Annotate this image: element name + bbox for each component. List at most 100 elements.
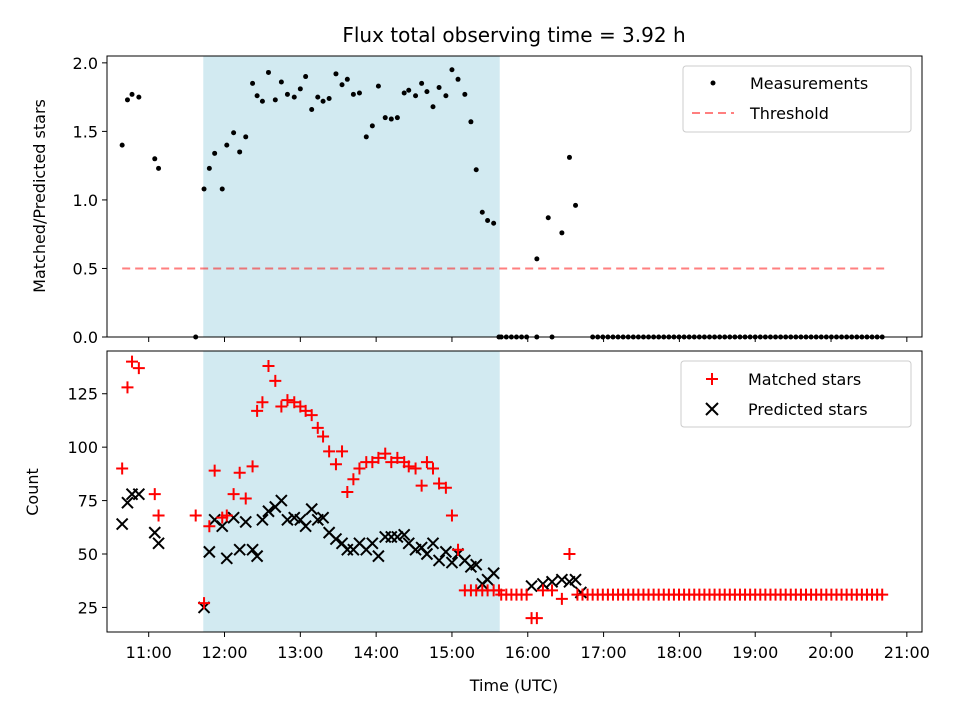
x-tick-label: 21:00 — [884, 643, 930, 662]
measurement-point — [388, 116, 394, 122]
measurement-point — [401, 90, 407, 96]
matched-star-point — [439, 481, 452, 494]
measurement-point — [573, 202, 579, 208]
matched-star-point — [281, 394, 294, 407]
legend-measurements-label: Measurements — [750, 74, 868, 93]
matched-star-point — [445, 509, 458, 522]
predicted-star-point — [148, 526, 161, 539]
matched-star-point — [385, 456, 398, 469]
measurement-point — [259, 98, 265, 104]
measurement-point — [219, 186, 225, 192]
measurement-point — [231, 130, 237, 136]
matched-star-point — [530, 612, 543, 625]
y-tick-label: 125 — [67, 385, 98, 404]
matched-star-point — [546, 584, 559, 597]
measurement-point — [559, 230, 565, 236]
x-tick-label: 16:00 — [505, 643, 551, 662]
predicted-star-point — [132, 487, 146, 501]
measurement-point — [119, 142, 125, 148]
predicted-star-point — [329, 532, 343, 546]
measurement-point — [315, 94, 321, 100]
bottom-plot-frame — [106, 350, 923, 633]
matched-star-point — [409, 462, 422, 475]
predicted-star-point — [426, 537, 440, 550]
top-shaded-span — [203, 56, 500, 337]
bottom-legend: Matched stars Predicted stars — [680, 360, 912, 428]
legend-measurements-marker — [710, 80, 716, 86]
y-tick-label: 2.0 — [73, 54, 98, 73]
matched-star-point — [189, 509, 202, 522]
measurement-point — [394, 115, 400, 121]
measurement-point — [468, 119, 474, 125]
legend-predicted-label: Predicted stars — [748, 400, 868, 419]
matched-star-point — [317, 430, 330, 443]
matched-star-point — [323, 445, 336, 458]
matched-star-point — [347, 473, 360, 486]
matched-star-point — [379, 447, 392, 460]
predicted-star-point — [246, 543, 259, 556]
matched-star-point — [269, 374, 282, 387]
predicted-star-point — [420, 547, 434, 561]
predicted-star-point — [487, 567, 500, 580]
y-tick-label: 75 — [78, 492, 98, 511]
measurement-point — [375, 83, 381, 89]
predicted-star-point — [115, 517, 129, 531]
measurement-point — [356, 90, 362, 96]
measurement-point — [419, 80, 425, 86]
matched-star-point — [391, 451, 404, 464]
measurement-point — [344, 76, 350, 82]
measurement-point — [566, 154, 572, 160]
matched-star-point — [275, 400, 288, 413]
measurement-point — [156, 165, 162, 171]
predicted-star-point — [220, 552, 233, 565]
matched-star-point — [420, 456, 433, 469]
measurement-point — [350, 91, 356, 97]
measurement-point — [212, 150, 218, 156]
predicted-star-point — [227, 511, 240, 524]
measurement-point — [152, 156, 158, 162]
matched-star-point — [126, 355, 139, 368]
measurement-point — [449, 67, 455, 73]
y-tick-label: 0.0 — [73, 328, 98, 347]
predicted-star-point — [555, 573, 569, 586]
measurement-point — [206, 165, 212, 171]
bottom-panel: 25 50 75 100 125 11:00 12:00 13:00 14:00 15:00 16… — [23, 350, 930, 695]
measurement-point — [545, 215, 551, 221]
matched-star-point — [452, 543, 465, 556]
measurement-point — [320, 98, 326, 104]
measurement-point — [278, 79, 284, 85]
top-legend: Measurements Threshold — [682, 65, 912, 133]
measurement-point — [382, 115, 388, 121]
measurement-point — [243, 134, 249, 140]
measurement-point — [424, 89, 430, 95]
legend-matched-label: Matched stars — [748, 370, 861, 389]
measurement-point — [326, 95, 332, 101]
matched-star-point — [563, 548, 576, 561]
matched-star-point — [299, 404, 312, 417]
y-tick-label: 50 — [78, 545, 98, 564]
matched-star-point — [366, 456, 379, 469]
matched-star-point — [555, 592, 568, 605]
measurement-point — [406, 87, 412, 93]
matched-star-point — [233, 466, 246, 479]
matched-star-point — [246, 460, 259, 473]
matched-star-point — [256, 396, 269, 409]
top-x-ticks — [148, 337, 908, 342]
measurement-point — [473, 167, 479, 173]
predicted-star-point — [397, 528, 411, 541]
x-tick-label: 17:00 — [581, 643, 627, 662]
matched-star-point — [198, 597, 211, 610]
predicted-star-point — [569, 573, 582, 586]
x-axis-label: Time (UTC) — [469, 676, 558, 695]
matched-star-point — [239, 492, 252, 505]
measurement-point — [129, 91, 135, 97]
measurement-point — [124, 97, 130, 103]
matched-star-point — [262, 359, 275, 372]
matched-star-point — [353, 462, 366, 475]
measurement-point — [443, 93, 449, 99]
predicted-star-point — [233, 543, 246, 556]
bottom-x-axis: 11:00 12:00 13:00 14:00 15:00 16:00 17:00 18:00… — [126, 632, 930, 662]
measurement-point — [436, 85, 442, 91]
bottom-y-axis-label: Count — [23, 468, 42, 516]
